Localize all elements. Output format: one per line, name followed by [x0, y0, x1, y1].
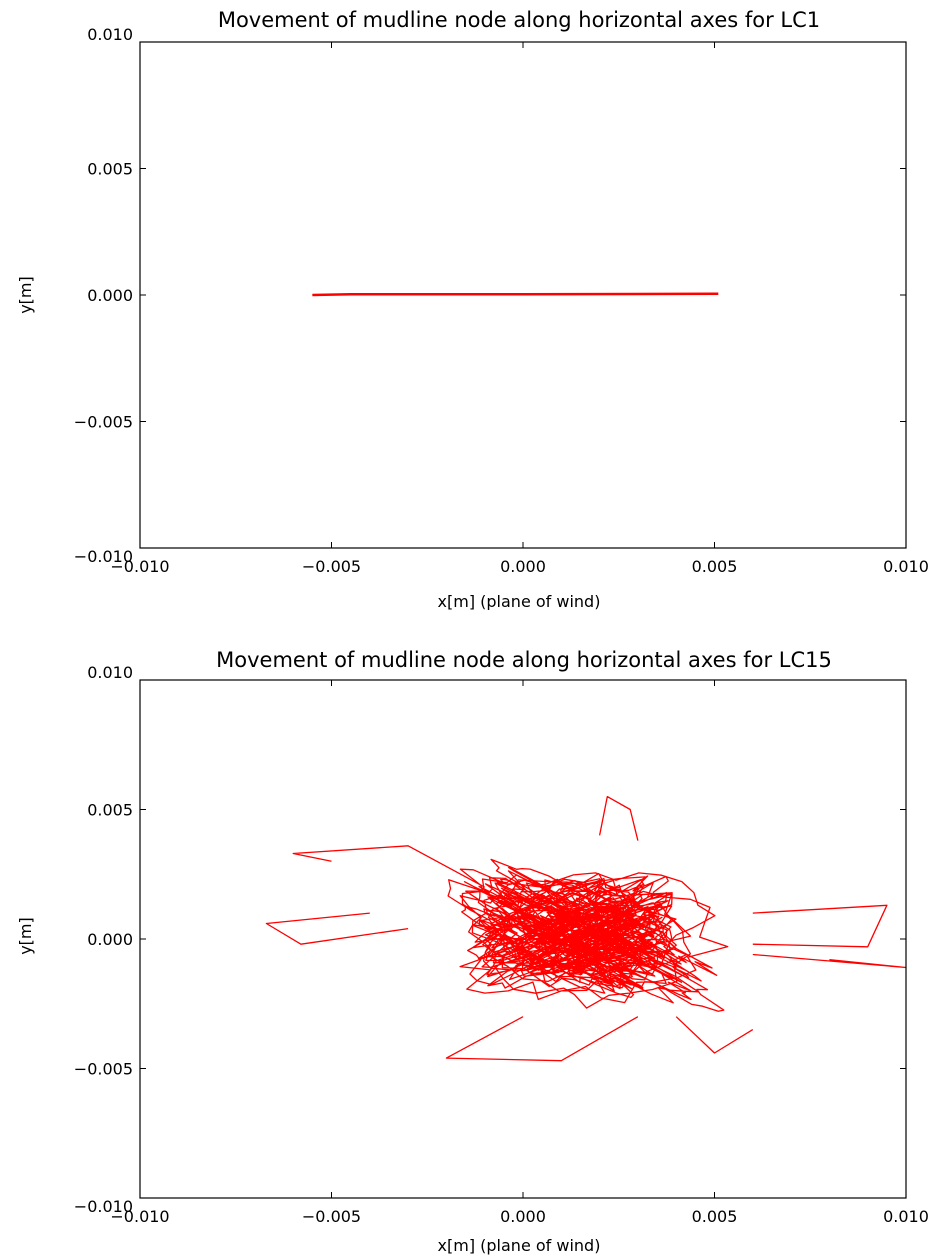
x-tick-label: 0.005: [692, 557, 738, 576]
y-tick-label: 0.010: [87, 25, 133, 44]
x-tick-label: 0.010: [883, 557, 929, 576]
x-tick-label: 0.010: [883, 1207, 929, 1226]
y-tick-label: −0.005: [74, 1060, 133, 1079]
chart-title: Movement of mudline node along horizonta…: [216, 648, 832, 672]
chart-lc15: Movement of mudline node along horizonta…: [16, 648, 929, 1255]
x-tick-labels: −0.010 −0.005 0.000 0.005 0.010: [110, 1207, 929, 1226]
x-tick-label: −0.005: [302, 557, 361, 576]
y-axis-label: y[m]: [16, 276, 35, 314]
y-tick-label: −0.010: [74, 547, 133, 566]
x-tick-label: −0.010: [110, 1207, 169, 1226]
tick-marks: [139, 41, 907, 549]
y-tick-label: 0.000: [87, 930, 133, 949]
x-tick-label: 0.000: [500, 1207, 546, 1226]
x-tick-label: 0.000: [500, 557, 546, 576]
y-tick-label: −0.005: [74, 413, 133, 432]
series-line: [312, 292, 719, 297]
y-tick-labels: 0.010 0.005 0.000 −0.005 −0.010: [74, 663, 133, 1216]
y-tick-label: 0.010: [87, 663, 133, 682]
y-tick-labels: 0.010 0.005 0.000 −0.005 −0.010: [74, 25, 133, 566]
x-axis-label: x[m] (plane of wind): [438, 1236, 601, 1255]
y-tick-label: 0.005: [87, 801, 133, 820]
x-tick-label: 0.005: [692, 1207, 738, 1226]
y-tick-label: 0.000: [87, 286, 133, 305]
series-line: [265, 795, 906, 1062]
y-tick-label: −0.010: [74, 1197, 133, 1216]
plot-area: [265, 795, 906, 1062]
plot-area: [312, 292, 719, 297]
x-axis-label: x[m] (plane of wind): [438, 592, 601, 610]
chart-lc1: Movement of mudline node along horizonta…: [16, 8, 929, 610]
y-tick-label: 0.005: [87, 160, 133, 179]
x-tick-labels: −0.010 −0.005 0.000 0.005 0.010: [110, 557, 929, 576]
chart-title: Movement of mudline node along horizonta…: [218, 8, 820, 32]
y-axis-label: y[m]: [16, 917, 35, 955]
x-tick-label: −0.005: [302, 1207, 361, 1226]
tick-marks: [139, 679, 907, 1199]
x-tick-label: −0.010: [110, 557, 169, 576]
